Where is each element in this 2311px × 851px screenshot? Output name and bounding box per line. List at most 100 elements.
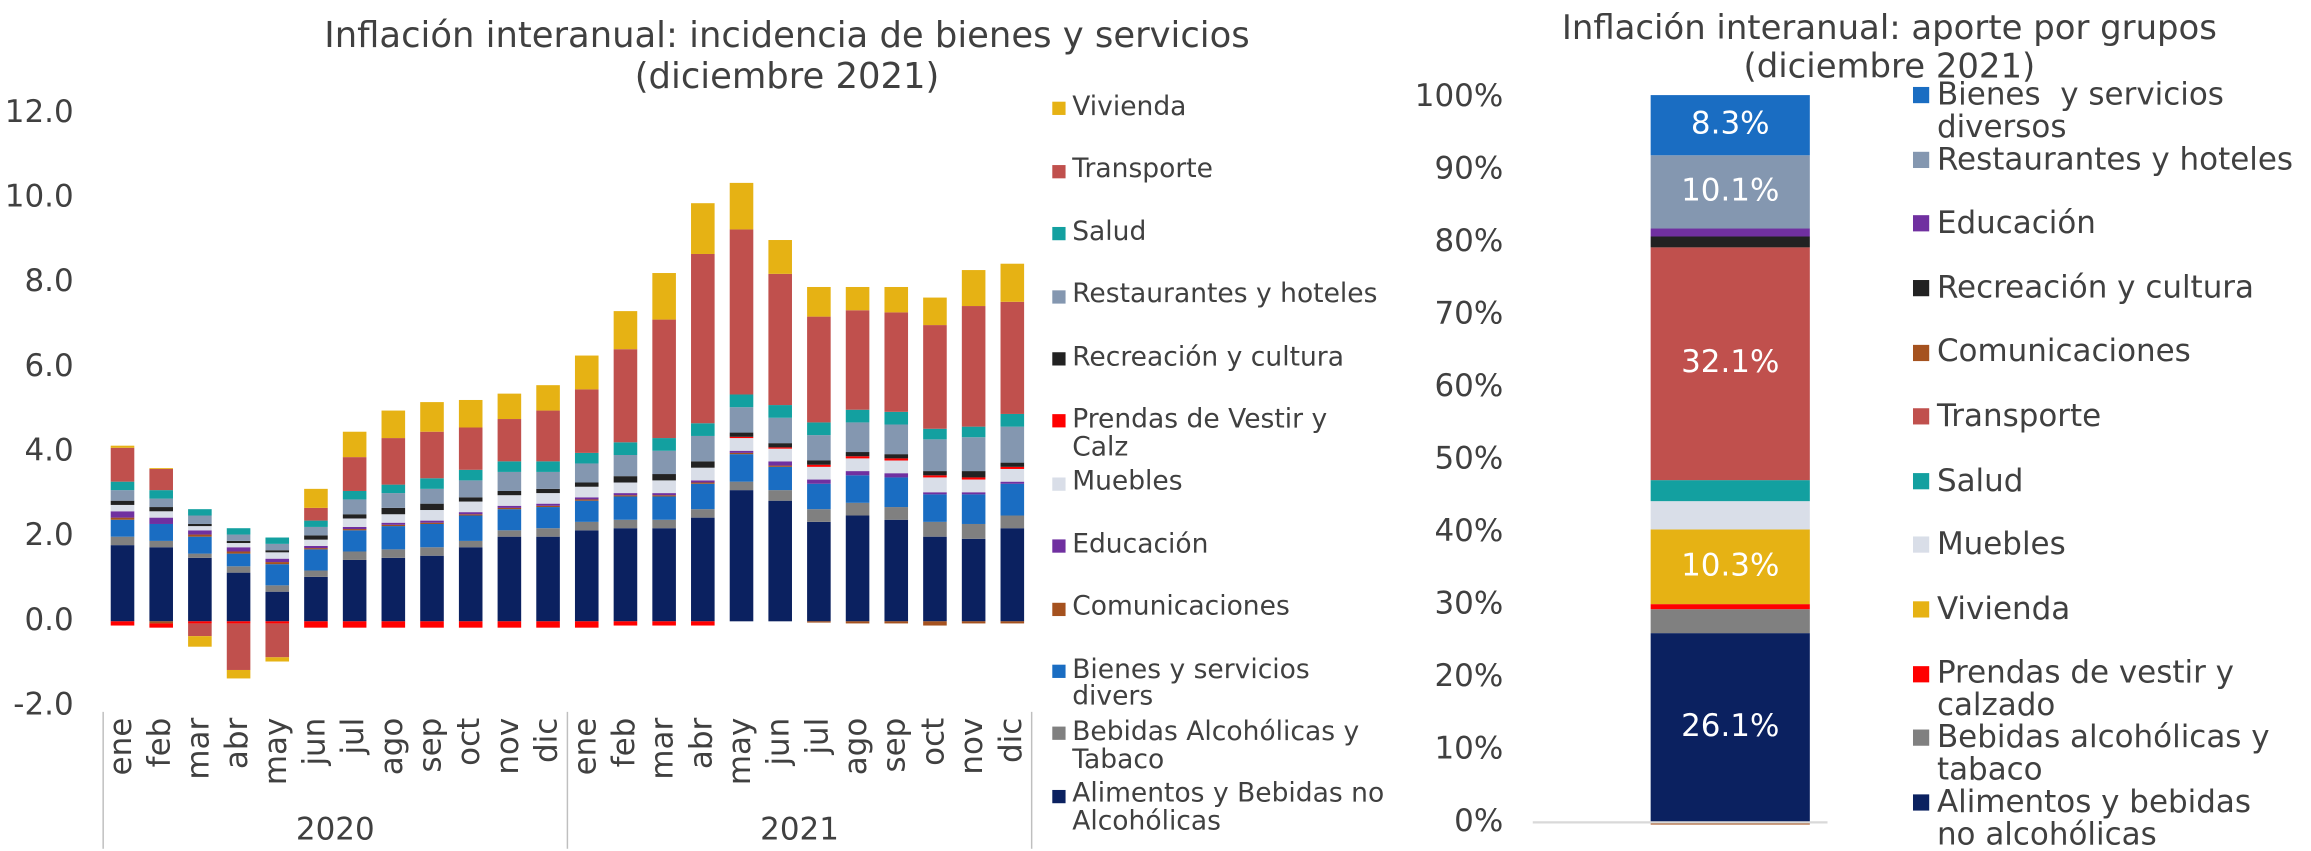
bar-segment (1000, 528, 1025, 622)
bar-segment (226, 623, 251, 670)
legend-label: Restaurantes y hoteles (1072, 278, 1378, 310)
bar-segment (768, 240, 792, 274)
bar-segment (497, 419, 522, 462)
bar-segment (304, 570, 328, 577)
data-label: 26.1% (1681, 708, 1779, 744)
bar-segment (265, 621, 290, 624)
bar-segment (536, 503, 560, 506)
group-label: 2020 (296, 812, 375, 848)
bar-segment (342, 621, 367, 628)
bar-segment (342, 431, 367, 458)
legend-label: Comunicaciones (1936, 333, 2191, 370)
bar-segment (458, 515, 483, 541)
bar-segment (188, 636, 212, 647)
bar-segment (149, 523, 173, 541)
x-tick-label: jul (799, 718, 835, 756)
bar-segment (304, 507, 328, 521)
bar-segment (226, 566, 251, 573)
x-tick-label: jun (761, 718, 797, 767)
legend-item: Vivienda (1912, 592, 2299, 625)
bar-segment (652, 621, 676, 626)
bar-segment (729, 407, 754, 433)
bar-segment (497, 621, 522, 628)
y-tick-label: 100% (1415, 78, 1503, 114)
bar-segment (188, 536, 212, 554)
bar-segment (458, 469, 483, 481)
bar-segment (149, 517, 173, 524)
bar-segment (961, 494, 986, 524)
y-tick-label: 90% (1435, 150, 1504, 186)
bar-segment (342, 530, 367, 552)
bar-segment (652, 480, 676, 494)
bar-segment (691, 253, 715, 424)
legend-marker (1912, 472, 1930, 490)
bar-segment (381, 549, 406, 558)
bar-segment (807, 509, 831, 522)
legend-item: Recreación y cultura (1052, 343, 1391, 372)
bar-segment (768, 405, 792, 418)
bar-segment (613, 454, 638, 477)
bar-segment (149, 468, 173, 469)
legend-marker (1052, 227, 1066, 241)
bar-segment (961, 270, 986, 307)
legend-marker (1052, 477, 1066, 491)
bar-segment (923, 475, 947, 478)
bar-segment (265, 585, 290, 592)
bar-segment (420, 547, 444, 556)
bar-segment (961, 523, 986, 539)
legend-item: Salud (1052, 218, 1391, 247)
bar-segment (265, 552, 290, 559)
bar-segment (265, 558, 290, 563)
bar-segment (574, 530, 599, 622)
bar-segment (961, 538, 986, 622)
bar-segment (536, 505, 560, 508)
bar-segment (845, 456, 870, 459)
bar-segment (149, 498, 173, 508)
bar-segment (497, 509, 522, 531)
bar-segment (613, 482, 638, 494)
legend-marker (1052, 727, 1066, 741)
bar-segment (304, 621, 328, 628)
bar-segment (652, 495, 676, 497)
group-label: 2021 (760, 812, 839, 848)
legend-item: Bienes y servicios divers (1052, 655, 1391, 713)
x-tick-label: mar (645, 717, 681, 779)
data-label: 8.3% (1691, 106, 1770, 142)
bar-segment (420, 555, 444, 622)
bar-segment (110, 536, 135, 546)
legend-marker (1912, 601, 1930, 618)
bar-segment (304, 535, 328, 540)
bar-segment (458, 621, 483, 628)
legend-item: Comunicaciones (1912, 333, 2299, 370)
bar-segment (961, 479, 986, 493)
legend-item: Bienes y servicios diversos (1912, 78, 2299, 143)
bar-segment (923, 428, 947, 440)
bar-segment (342, 551, 367, 560)
y-tick-label: 6.0 (24, 348, 73, 384)
bar-segment (613, 442, 638, 455)
bar-segment (342, 457, 367, 491)
bar-segment (226, 553, 251, 567)
bar-segment (265, 623, 290, 658)
bar-segment (420, 621, 444, 628)
bar-segment (1000, 468, 1025, 482)
bar-segment (458, 547, 483, 622)
bar-segment (691, 203, 715, 254)
bar-segment (923, 536, 947, 622)
bar-segment (961, 492, 986, 495)
bar-segment (807, 621, 831, 623)
bar-segment (613, 493, 638, 496)
bar-segment (884, 519, 909, 622)
bar-segment (961, 437, 986, 472)
bar-segment (729, 490, 754, 622)
x-tick-label: oct (451, 718, 487, 766)
bar-segment (729, 432, 754, 437)
y-tick-label: 50% (1435, 440, 1504, 476)
bar-segment (923, 297, 947, 326)
bar-segment (188, 534, 212, 537)
legend-item: Restaurantes y hoteles (1052, 278, 1391, 310)
bar-segment (226, 621, 251, 624)
bar-segment (807, 464, 831, 467)
bar-segment (884, 286, 909, 313)
x-tick-label: nov (490, 718, 526, 775)
